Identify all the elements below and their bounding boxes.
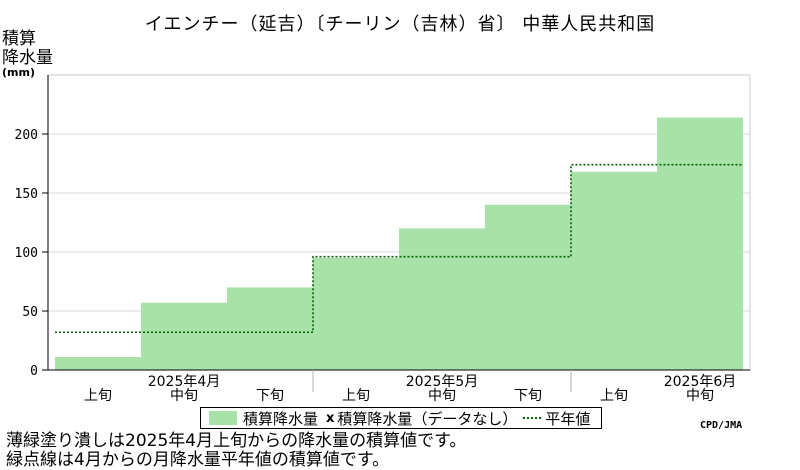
x-tick-label-6: 上旬 xyxy=(600,388,628,404)
normal-value-line xyxy=(55,163,743,334)
axes xyxy=(42,75,750,392)
legend-marker-symbol: x xyxy=(326,410,335,426)
y-tick-label-200: 200 xyxy=(15,128,38,143)
legend-line-label: 平年値 xyxy=(545,409,591,428)
y-tick-label-100: 100 xyxy=(15,246,38,261)
x-tick-label-3: 上旬 xyxy=(342,388,370,404)
legend-marker-label: 積算降水量（データなし） xyxy=(337,409,518,428)
month-label-0: 2025年4月 xyxy=(148,374,221,390)
note-line-1: 薄緑塗り潰しは2025年4月上旬からの降水量の積算値です。 xyxy=(6,431,467,451)
x-tick-label-5: 下旬 xyxy=(514,388,542,404)
month-label-2: 2025年6月 xyxy=(664,374,737,390)
y-axis-unit: (mm) xyxy=(2,66,35,79)
x-tick-label-2: 下旬 xyxy=(256,388,284,404)
legend-line-swatch xyxy=(523,417,542,419)
legend-fill-label: 積算降水量 xyxy=(243,409,319,428)
y-tick-label-50: 50 xyxy=(22,305,38,320)
y-tick-label-0: 0 xyxy=(30,364,38,379)
bar-4 xyxy=(399,228,485,370)
bar-2 xyxy=(227,287,313,370)
x-tick-label-7: 中旬 xyxy=(686,388,714,404)
legend-fill-swatch xyxy=(209,411,237,425)
bar-5 xyxy=(485,204,571,370)
month-label-1: 2025年5月 xyxy=(406,374,479,390)
y-axis-label-line-2: 降水量 xyxy=(2,48,53,68)
y-axis-label: 積算 降水量 xyxy=(2,30,53,68)
accumulated-bars xyxy=(55,117,743,370)
note-line-2: 緑点線は4月からの月降水量平年値の積算値です。 xyxy=(6,450,390,470)
x-tick-label-4: 中旬 xyxy=(428,388,456,404)
chart-title: イエンチー（延吉）〔チーリン（吉林）省〕 中華人民共和国 xyxy=(144,14,656,35)
bar-3 xyxy=(313,257,399,370)
x-tick-label-1: 中旬 xyxy=(170,388,198,404)
bar-6 xyxy=(571,171,657,370)
bar-7 xyxy=(657,117,743,370)
credit-text: CPD/JMA xyxy=(700,420,743,431)
bar-0 xyxy=(55,357,141,370)
bar-1 xyxy=(141,302,227,370)
y-tick-label-150: 150 xyxy=(15,187,38,202)
legend: 積算降水量 x 積算降水量（データなし） 平年値 xyxy=(200,407,602,429)
y-axis-label-line-1: 積算 xyxy=(2,29,36,49)
x-tick-label-0: 上旬 xyxy=(84,388,112,404)
y-tick-labels: 0 50 100 150 200 xyxy=(15,128,38,379)
